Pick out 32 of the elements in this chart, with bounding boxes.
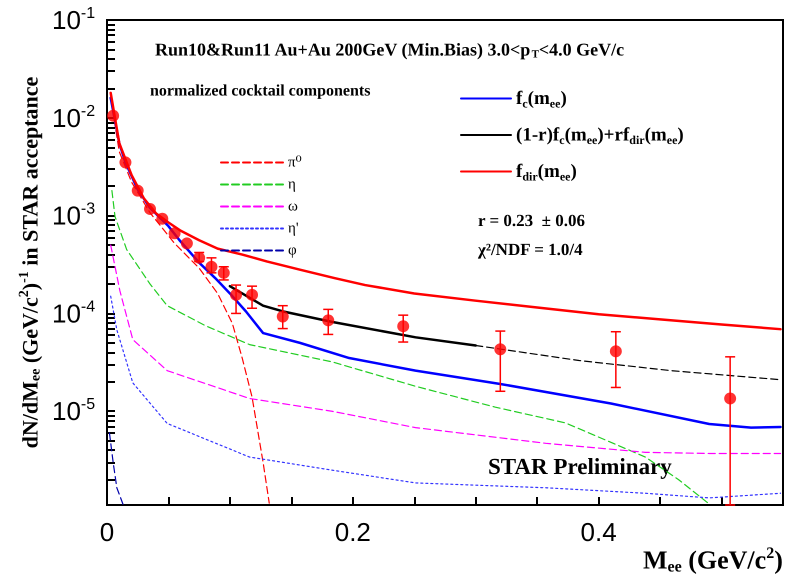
point bbox=[180, 237, 193, 250]
point bbox=[322, 314, 334, 326]
x-tick-label: 0.2 bbox=[334, 517, 371, 547]
line-series bbox=[110, 244, 782, 454]
point bbox=[132, 184, 144, 197]
point bbox=[144, 202, 156, 215]
legend-label: φ bbox=[288, 242, 297, 258]
line-series bbox=[110, 296, 782, 499]
legend-label: π⁰ bbox=[288, 154, 302, 170]
line-series bbox=[108, 432, 124, 505]
point bbox=[276, 310, 289, 323]
legend-label: η' bbox=[288, 220, 299, 236]
point bbox=[205, 260, 218, 273]
point bbox=[230, 288, 242, 301]
point bbox=[119, 156, 132, 168]
y-axis-title: dN/dMee (GeV/c2)-1 in STAR acceptance bbox=[17, 76, 44, 448]
annotation: χ²/NDF = 1.0/4 bbox=[477, 240, 584, 259]
point bbox=[610, 345, 622, 358]
legend-label: η bbox=[288, 176, 296, 192]
point bbox=[156, 212, 168, 225]
point bbox=[397, 320, 410, 332]
legend-label: ω bbox=[288, 198, 298, 214]
point bbox=[107, 110, 120, 122]
point bbox=[724, 392, 736, 404]
x-tick-label: 0.4 bbox=[580, 517, 617, 547]
legend-title: normalized cocktail components bbox=[150, 82, 370, 100]
x-tick-label: 0 bbox=[100, 517, 114, 547]
point bbox=[246, 288, 258, 301]
point bbox=[494, 343, 506, 356]
point bbox=[168, 227, 181, 240]
annotation: STAR Preliminary bbox=[488, 454, 672, 479]
annotation: r = 0.23 ± 0.06 bbox=[478, 211, 586, 230]
